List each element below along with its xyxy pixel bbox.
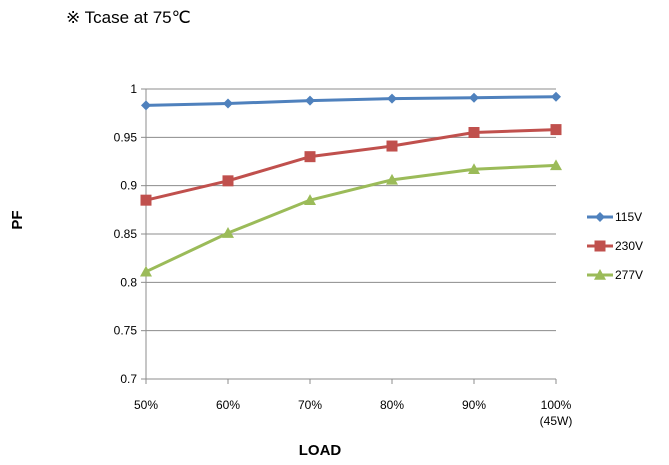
data-point-277v (140, 265, 152, 277)
x-axis-title: LOAD (298, 442, 342, 459)
y-tick-label: 0.75 (114, 324, 138, 338)
legend-label-277v: 277V (615, 268, 643, 282)
data-point-115v (387, 93, 397, 104)
series-line-115v (145, 95, 557, 107)
series-line-277v (145, 163, 557, 274)
legend-marker-230v (594, 240, 606, 252)
x-tick-label: 70% (298, 398, 322, 412)
data-point-277v (386, 173, 398, 185)
data-point-230v (140, 194, 152, 206)
data-point-115v (469, 92, 479, 103)
x-tick-label: (45W) (540, 414, 573, 428)
x-tick-label: 50% (134, 398, 158, 412)
y-tick-label: 0.9 (120, 179, 137, 193)
y-tick-label: 0.7 (120, 372, 137, 386)
data-point-230v (304, 151, 316, 163)
y-tick-label: 0.8 (120, 275, 137, 289)
data-point-277v (304, 194, 316, 205)
data-point-230v (386, 140, 398, 152)
data-point-230v (550, 124, 562, 136)
legend-marker-277v (594, 269, 606, 280)
data-point-115v (141, 100, 151, 111)
y-tick-label: 1 (130, 82, 137, 96)
data-point-115v (551, 91, 561, 102)
series-line-230v (145, 128, 557, 202)
legend-label-115v: 115V (615, 210, 642, 224)
x-tick-label: 60% (216, 398, 240, 412)
data-point-277v (222, 227, 234, 238)
y-tick-label: 0.85 (114, 227, 138, 241)
x-tick-label: 100% (541, 398, 572, 412)
legend-marker-115v (595, 212, 605, 222)
data-point-277v (468, 163, 480, 175)
data-point-115v (223, 98, 233, 109)
legend-label-230v: 230V (615, 239, 643, 253)
data-point-277v (550, 159, 562, 171)
y-tick-label: 0.95 (114, 130, 138, 144)
x-tick-label: 80% (380, 398, 404, 412)
data-point-230v (222, 175, 234, 187)
chart-note: ※ Tcase at 75℃ (66, 8, 191, 27)
data-point-115v (305, 95, 315, 106)
x-tick-label: 90% (462, 398, 486, 412)
data-point-230v (468, 127, 480, 138)
